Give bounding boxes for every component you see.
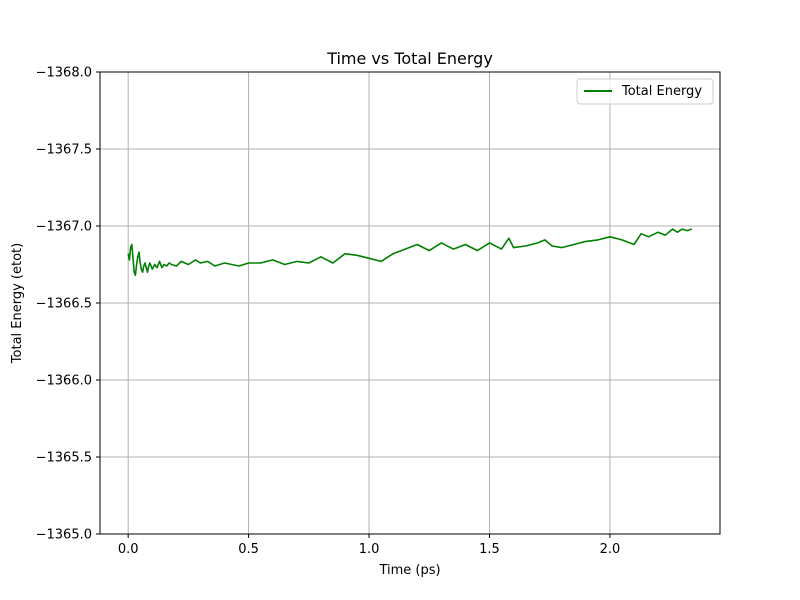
legend-box	[576, 78, 714, 105]
y-tick-label: −1365.5	[36, 451, 92, 466]
legend: Total Energy	[576, 78, 714, 105]
x-tick-label: 1.5	[479, 542, 500, 557]
y-tick-label: −1367.0	[36, 220, 92, 235]
x-axis-title: Time (ps)	[378, 563, 440, 578]
series-layer	[127, 228, 693, 277]
y-tick-label: −1367.5	[36, 143, 92, 158]
chart-title: Time vs Total Energy	[326, 49, 493, 68]
ticks: 0.0 0.5 1.0 1.5 2.0 −1368.0 −1367.5 −1367.0 −136…	[36, 66, 621, 558]
x-tick-label: 2.0	[600, 542, 621, 557]
x-tick-label: 0.0	[118, 542, 139, 557]
y-axis-title: Total Energy (etot)	[10, 243, 25, 364]
series-line-total-energy	[127, 228, 693, 277]
y-tick-label: −1366.5	[36, 297, 92, 312]
x-tick-label: 1.0	[359, 542, 380, 557]
y-tick-label: −1368.0	[36, 66, 92, 81]
y-tick-label: −1365.0	[36, 528, 92, 543]
gridlines	[100, 71, 720, 535]
x-tick-label: 0.5	[238, 542, 259, 557]
legend-label: Total Energy	[621, 84, 702, 99]
plot-frame	[99, 71, 721, 535]
y-tick-label: −1366.0	[36, 374, 92, 389]
